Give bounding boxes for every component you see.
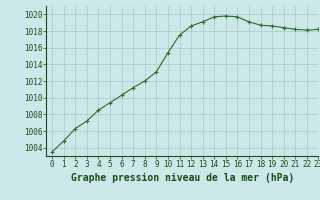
X-axis label: Graphe pression niveau de la mer (hPa): Graphe pression niveau de la mer (hPa) (71, 173, 294, 183)
